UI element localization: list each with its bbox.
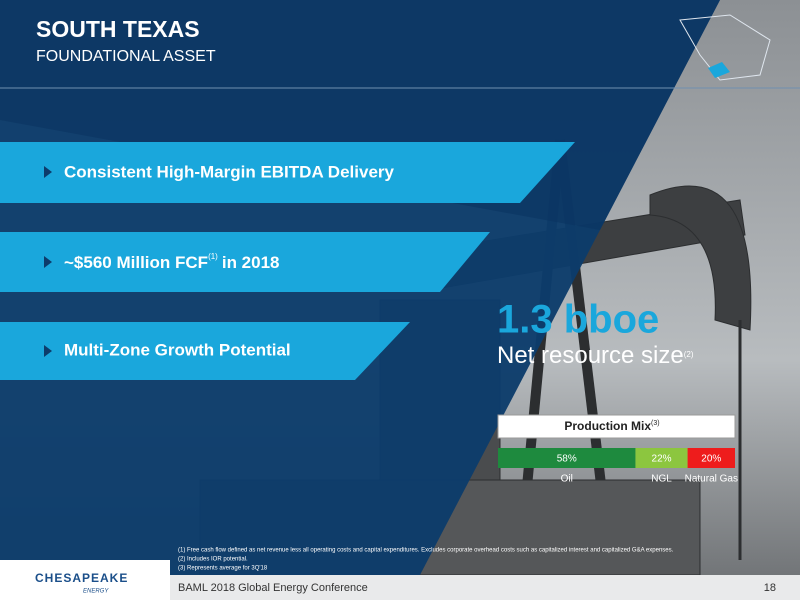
bullet-text: ~$560 Million FCF(1) in 2018 bbox=[64, 252, 280, 272]
bullet-band bbox=[0, 232, 490, 292]
slide-subtitle: FOUNDATIONAL ASSET bbox=[36, 48, 216, 65]
texas-map bbox=[679, 14, 771, 81]
bullet-text: Multi-Zone Growth Potential bbox=[64, 340, 291, 359]
bullet-text-part: in 2018 bbox=[222, 253, 280, 272]
highlight-label-text: Net resource size bbox=[497, 342, 684, 369]
bullet-band bbox=[0, 142, 575, 203]
footnote: (1) Free cash flow defined as net revenu… bbox=[178, 548, 674, 554]
logo-sub: ENERGY bbox=[83, 589, 109, 595]
footnote-ref: (1) bbox=[208, 252, 218, 261]
legend-label: Natural Gas bbox=[685, 474, 738, 485]
legend-label: Oil bbox=[561, 474, 573, 485]
footnote-ref: (3) bbox=[651, 420, 660, 427]
bullet-band bbox=[0, 322, 410, 380]
production-mix-bar: 58% Oil 22% NGL 20% Natural Gas bbox=[498, 448, 738, 485]
slide-title: SOUTH TEXAS bbox=[36, 16, 200, 42]
chart-title: Production Mix(3) bbox=[564, 419, 659, 433]
footnote-ref: (2) bbox=[684, 350, 694, 359]
bullet-text-part: ~$560 Million FCF bbox=[64, 253, 208, 272]
bar-segment bbox=[635, 448, 688, 468]
chart-title-text: Production Mix bbox=[564, 419, 651, 433]
map-highlight bbox=[708, 62, 730, 78]
bullet-marker bbox=[44, 345, 52, 357]
highlight-value: 1.3 bboe bbox=[497, 298, 659, 342]
value-label: 20% bbox=[701, 454, 721, 465]
logo: CHESAPEAKE bbox=[35, 571, 128, 585]
page-number: 18 bbox=[764, 582, 776, 594]
highlight-label: Net resource size(2) bbox=[497, 342, 694, 369]
legend-label: NGL bbox=[651, 474, 672, 485]
value-label: 22% bbox=[652, 454, 672, 465]
bar-segment bbox=[498, 448, 636, 468]
chart-title-box bbox=[497, 414, 736, 439]
footnote: (3) Represents average for 3Q'18 bbox=[178, 566, 268, 572]
bullet-marker bbox=[44, 256, 52, 268]
bar-segment bbox=[687, 448, 735, 468]
bullet-marker bbox=[44, 166, 52, 178]
footnote: (2) Includes IOR potential. bbox=[178, 557, 248, 563]
logo-area bbox=[0, 560, 170, 600]
value-label: 58% bbox=[557, 454, 577, 465]
footer-event: BAML 2018 Global Energy Conference bbox=[178, 582, 368, 594]
bullet-text: Consistent High-Margin EBITDA Delivery bbox=[64, 162, 395, 181]
